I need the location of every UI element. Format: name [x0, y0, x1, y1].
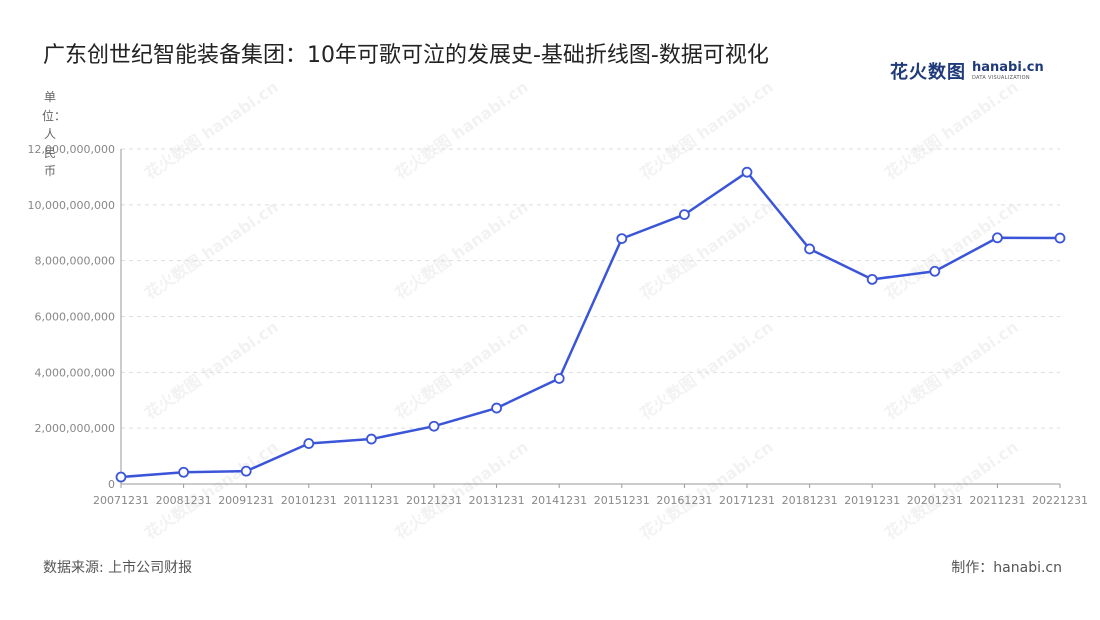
credit: 制作：hanabi.cn — [951, 560, 1062, 576]
x-tick-label: 20171231 — [719, 494, 775, 507]
logo-en-block: hanabi.cn DATA VISUALIZATION — [972, 61, 1044, 81]
y-axis-label: 单位：人民币 — [42, 90, 67, 178]
data-point — [553, 373, 565, 384]
watermark-text: 花火数图 hanabi.cn — [391, 77, 531, 183]
y-tick-label: 8,000,000,000 — [35, 255, 115, 268]
x-tick-label: 20221231 — [1032, 494, 1088, 507]
watermark-text: 花火数图 hanabi.cn — [391, 437, 531, 543]
y-tick-label: 4,000,000,000 — [35, 366, 115, 379]
data-point — [115, 471, 127, 483]
data-point — [929, 265, 941, 277]
data-point — [365, 433, 377, 445]
data-point — [741, 166, 753, 178]
series-layer — [115, 166, 1066, 483]
watermark-text: 花火数图 hanabi.cn — [636, 437, 776, 543]
y-tick-label: 10,000,000,000 — [28, 199, 115, 212]
x-tick-label: 20131231 — [469, 494, 525, 507]
logo-cn-text: 花火数图 — [890, 62, 966, 83]
data-point — [491, 402, 503, 414]
data-point — [1054, 232, 1066, 244]
watermark-text: 花火数图 hanabi.cn — [881, 77, 1021, 183]
watermark-text: 花火数图 hanabi.cn — [636, 197, 776, 303]
x-tick-label: 20141231 — [531, 494, 587, 507]
x-tick-label: 20121231 — [406, 494, 462, 507]
x-tick-label: 20101231 — [281, 494, 337, 507]
brand-logo: 花火数图 hanabi.cn DATA VISUALIZATION — [890, 58, 1044, 84]
data-point — [992, 232, 1003, 244]
logo-en-text: hanabi.cn — [972, 60, 1044, 75]
watermark-text: 花火数图 hanabi.cn — [881, 197, 1021, 303]
watermark-text: 花火数图 hanabi.cn — [636, 317, 776, 423]
x-tick-label: 20211231 — [969, 494, 1025, 507]
watermark-text: 花火数图 hanabi.cn — [141, 197, 281, 303]
watermark-text: 花火数图 hanabi.cn — [141, 77, 281, 183]
x-tick-label: 20201231 — [907, 494, 963, 507]
data-point — [616, 233, 628, 245]
y-tick-label: 0 — [108, 478, 115, 491]
x-axis: 20071231 20081231 20091231 20101231 20111231… — [93, 483, 1088, 507]
logo-en-subtext: DATA VISUALIZATION — [972, 75, 1030, 81]
x-tick-label: 20081231 — [156, 494, 212, 507]
y-tick-label: 2,000,000,000 — [35, 422, 115, 435]
data-point — [178, 466, 190, 478]
data-point — [240, 465, 252, 477]
x-tick-label: 20091231 — [218, 494, 274, 507]
chart-title: 广东创世纪智能装备集团：10年可歌可泣的发展史-基础折线图-数据可视化 — [43, 43, 769, 68]
y-axis: 0 2,000,000,000 4,000,000,000 6,000,000,000… — [28, 143, 122, 491]
watermark-text: 花火数图 hanabi.cn — [881, 317, 1021, 423]
data-point — [679, 209, 690, 221]
watermark-layer: 花火数图 hanabi.cn 花火数图 hanabi.cn 花火数图 hanabi.… — [141, 77, 1021, 543]
x-tick-label: 20161231 — [656, 494, 712, 507]
data-point — [303, 438, 315, 449]
watermark-text: 花火数图 hanabi.cn — [141, 317, 281, 423]
data-point — [804, 243, 815, 255]
x-tick-label: 20181231 — [782, 494, 838, 507]
y-tick-label: 6,000,000,000 — [35, 311, 115, 324]
data-source: 数据来源: 上市公司财报 — [43, 560, 193, 576]
data-point — [428, 420, 440, 432]
watermark-text: 花火数图 hanabi.cn — [391, 197, 531, 303]
watermark-text: 花火数图 hanabi.cn — [391, 317, 531, 423]
series-line — [120, 170, 1061, 479]
watermark-text: 花火数图 hanabi.cn — [636, 77, 776, 183]
watermark-text: 花火数图 hanabi.cn — [881, 437, 1021, 543]
watermark-text: 花火数图 hanabi.cn — [141, 437, 281, 543]
x-tick-label: 20191231 — [844, 494, 900, 507]
x-tick-label: 20111231 — [343, 494, 399, 507]
x-tick-label: 20071231 — [93, 494, 149, 507]
y-tick-label: 12,000,000,000 — [28, 143, 115, 156]
x-tick-label: 20151231 — [594, 494, 650, 507]
data-point — [866, 273, 878, 285]
